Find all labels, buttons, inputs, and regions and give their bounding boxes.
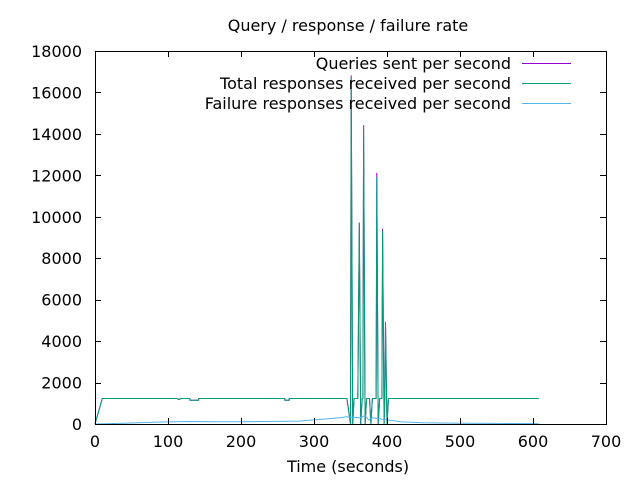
series-line-3 [94,415,539,425]
y-tick-label: 2000 [41,374,82,393]
chart-title: Query / response / failure rate [228,16,469,35]
y-tick-label: 6000 [41,291,82,310]
series-line-1 [94,75,539,425]
legend-label: Total responses received per second [219,74,511,93]
x-tick-label: 200 [226,432,257,451]
x-tick-label: 100 [153,432,184,451]
x-tick-label: 600 [518,432,549,451]
legend-label: Failure responses received per second [205,94,511,113]
x-tick-label: 700 [591,432,622,451]
y-tick-label: 12000 [31,166,82,185]
series-line-2 [94,77,539,425]
y-tick-label: 18000 [31,42,82,61]
legend-label: Queries sent per second [316,54,511,73]
ticks-layer: 0 100 200 300 400 500 600 700 0 2000 4000 6000 8000 1… [31,42,621,451]
series-layer [94,75,539,425]
y-tick-label: 0 [72,415,82,434]
y-tick-label: 10000 [31,208,82,227]
x-tick-label: 500 [445,432,476,451]
x-axis-title: Time (seconds) [286,457,409,476]
x-tick-label: 0 [90,432,100,451]
y-tick-label: 14000 [31,125,82,144]
y-tick-label: 8000 [41,249,82,268]
y-tick-label: 4000 [41,332,82,351]
plot-frame [95,51,607,425]
x-tick-label: 300 [299,432,330,451]
x-tick-label: 400 [372,432,403,451]
y-tick-label: 16000 [31,83,82,102]
